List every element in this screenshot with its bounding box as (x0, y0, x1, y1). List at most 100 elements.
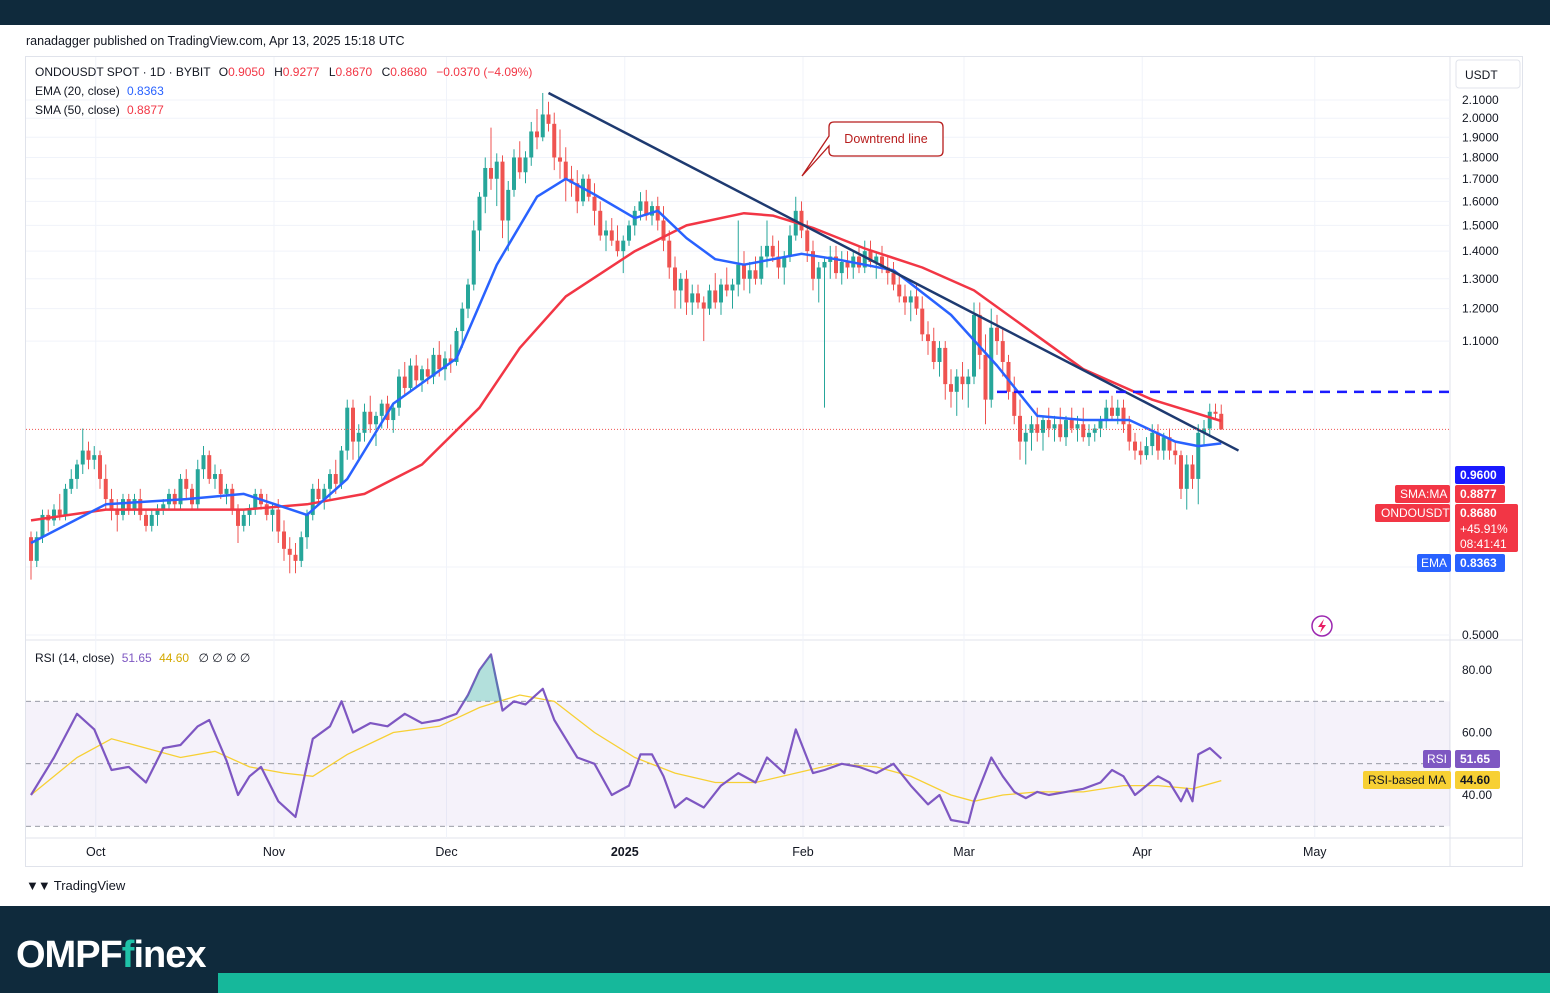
candle-body (627, 225, 631, 240)
candle-body (995, 328, 999, 341)
candle-body (800, 211, 804, 231)
candle-body (460, 309, 464, 331)
candle-body (771, 246, 775, 257)
svg-text:SMA (50, close) 0.8877: SMA (50, close) 0.8877 (35, 103, 164, 117)
price-tick-label: 1.6000 (1462, 194, 1499, 208)
candle-body (823, 262, 827, 268)
candle-body (236, 510, 240, 526)
candle-body (667, 241, 671, 268)
candle-body (242, 515, 246, 526)
candle-body (1012, 392, 1016, 416)
candle-body (1047, 420, 1051, 428)
candles (29, 93, 1223, 580)
candle-body (610, 230, 614, 240)
site-brand[interactable]: OMPFfinex (16, 934, 205, 977)
level-tag: 0.9600 (1455, 466, 1505, 484)
candle-body (1030, 424, 1034, 433)
legend-ema-label: EMA (20, close) (35, 84, 120, 98)
candle-body (340, 451, 344, 484)
legend-rsi-value: 51.65 (122, 651, 152, 665)
candle-body (708, 290, 712, 308)
candle-body (857, 257, 861, 268)
sma-tag-value: 0.8877 (1460, 487, 1497, 501)
candle-body (639, 201, 643, 210)
legend-rsi-ma-value: 44.60 (159, 651, 189, 665)
price-tick-label: 0.5000 (1462, 628, 1499, 642)
currency-box[interactable]: USDT (1456, 60, 1520, 88)
rsi-tick-label: 60.00 (1462, 726, 1492, 740)
candle-body (368, 412, 372, 424)
candle-body (380, 404, 384, 416)
candle-body (1196, 433, 1200, 479)
candle-body (943, 348, 947, 384)
site-brand-f-icon: f (122, 934, 134, 976)
candle-body (414, 366, 418, 381)
candle-body (506, 190, 510, 221)
candle-body (207, 455, 211, 479)
last-price-value: 0.8680 (1460, 506, 1497, 520)
candle-body (501, 162, 505, 221)
candle-body (437, 355, 441, 369)
footer-stripe (218, 973, 1550, 993)
candle-body (1041, 420, 1045, 433)
rsi-tag-name: RSI (1427, 752, 1447, 766)
candle-body (409, 366, 413, 388)
candle-body (1099, 420, 1103, 428)
legend-c-label: C (382, 65, 391, 79)
candle-body (334, 474, 338, 484)
annotation-text: Downtrend line (844, 132, 927, 146)
tradingview-logo[interactable]: ▼▼ TradingView (26, 878, 125, 893)
svg-text:ONDOUSDT SPOT · 1D · BYBIT: ONDOUSDT SPOT · 1D · BYBIT O0.9050 H0.92… (35, 65, 532, 79)
candle-body (1064, 420, 1068, 437)
candle-body (754, 270, 758, 279)
price-tick-label: 2.0000 (1462, 111, 1499, 125)
legend-l-value: 0.8670 (336, 65, 373, 79)
rsi-tag-value: 51.65 (1460, 752, 1490, 766)
candle-body (748, 270, 752, 279)
legend-o-value: 0.9050 (228, 65, 265, 79)
time-tick-label: 2025 (611, 845, 639, 859)
candle-body (426, 369, 430, 376)
legend-symbol: ONDOUSDT SPOT · 1D · BYBIT (35, 65, 211, 79)
chart-svg[interactable]: 2.1000 2.0000 1.9000 1.8000 1.7000 1.6000 1.50… (0, 0, 1550, 906)
ema-tag-name: EMA (1421, 556, 1447, 570)
candle-body (1116, 408, 1120, 416)
candle-body (1122, 408, 1126, 425)
candle-body (1087, 433, 1091, 437)
candle-body (213, 474, 217, 479)
candle-body (276, 510, 280, 532)
candle-body (616, 241, 620, 252)
candle-body (961, 377, 965, 385)
candle-body (58, 510, 62, 515)
time-tick-label: Feb (792, 845, 814, 859)
candle-body (719, 285, 723, 303)
legend-sma-label: SMA (50, close) (35, 103, 120, 117)
rsi-tag: RSI 51.65 (1423, 750, 1500, 768)
candle-body (955, 377, 959, 392)
candle-body (524, 157, 528, 172)
time-tick-label: Oct (86, 845, 106, 859)
candle-body (351, 408, 355, 442)
candle-body (75, 464, 79, 478)
symbol-tag-name: ONDOUSDT (1381, 506, 1450, 520)
candle-body (535, 131, 539, 137)
sma-tag: SMA:MA 0.8877 (1395, 485, 1505, 503)
downtrend-annotation[interactable]: Downtrend line (802, 122, 943, 176)
rsi-ma-tag-name: RSI-based MA (1368, 773, 1446, 787)
candle-body (1133, 442, 1137, 451)
candle-body (403, 377, 407, 388)
lightning-icon[interactable] (1312, 616, 1332, 636)
price-tick-label: 1.8000 (1462, 150, 1499, 164)
candle-body (1145, 446, 1149, 455)
candle-body (736, 265, 740, 285)
candle-body (909, 296, 913, 302)
candle-body (989, 328, 993, 400)
candle-body (598, 211, 602, 236)
candle-body (547, 114, 551, 123)
candle-body (1076, 424, 1080, 428)
ema-tag: EMA 0.8363 (1417, 554, 1505, 572)
candle-body (150, 515, 154, 526)
candle-body (587, 179, 591, 197)
candle-body (897, 285, 901, 297)
candle-body (1053, 424, 1057, 428)
